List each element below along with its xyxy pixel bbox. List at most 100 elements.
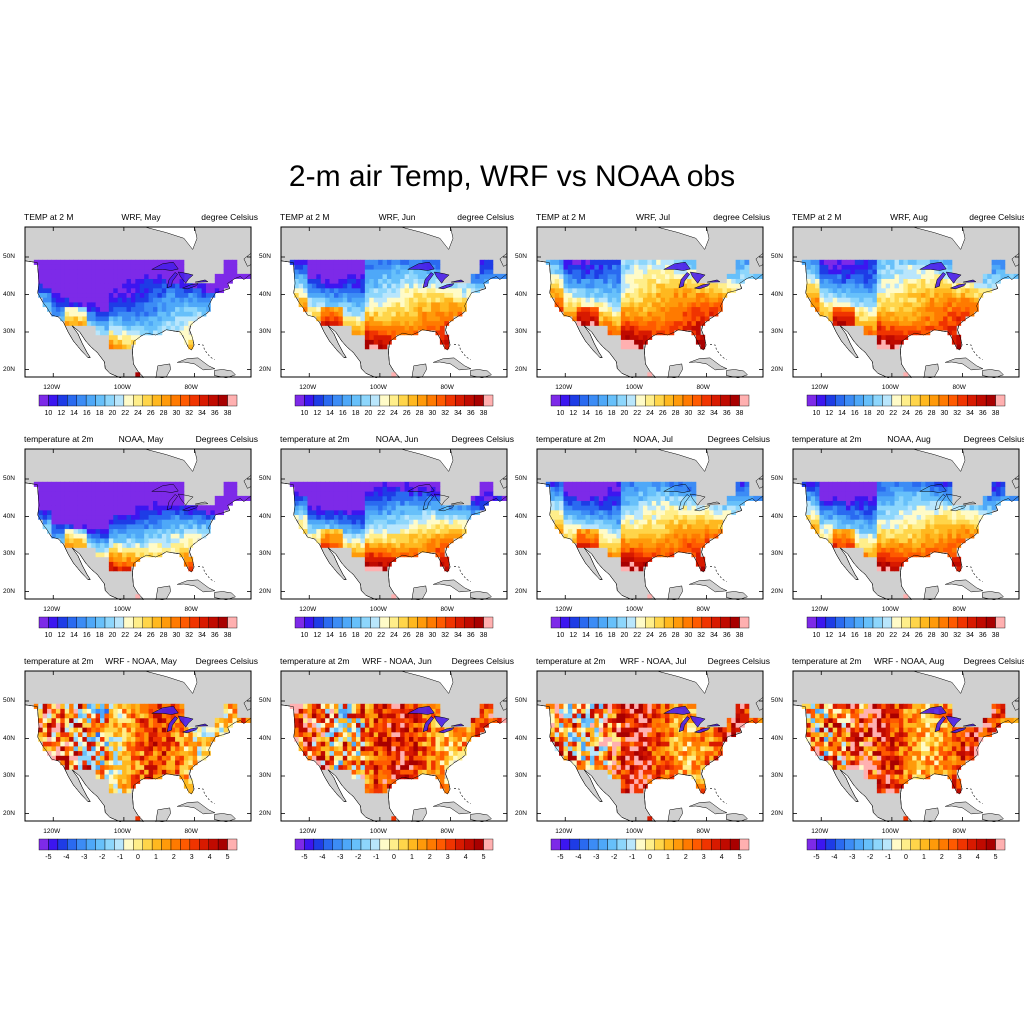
grid-cell: [42, 519, 48, 525]
grid-cell: [139, 302, 145, 308]
panel-title: NOAA, Jul: [633, 434, 673, 444]
grid-cell: [898, 505, 904, 511]
grid-cell: [117, 547, 123, 553]
grid-cell: [241, 273, 247, 279]
grid-cell: [461, 287, 467, 294]
grid-cell: [665, 330, 670, 336]
grid-cell: [391, 297, 397, 303]
grid-cell: [311, 500, 317, 506]
grid-cell: [885, 259, 891, 265]
grid-cell: [881, 287, 887, 294]
grid-cell: [197, 505, 202, 511]
grid-cell: [656, 542, 661, 548]
grid-cell: [850, 481, 856, 487]
grid-cell: [898, 278, 904, 284]
grid-cell: [409, 297, 414, 303]
lat-label: 30N: [259, 328, 271, 335]
grid-cell: [122, 481, 127, 487]
colorbar-swatch: [304, 394, 315, 407]
grid-cell: [117, 509, 123, 516]
grid-cell: [144, 269, 149, 275]
grid-cell: [404, 269, 410, 275]
grid-cell: [157, 278, 163, 284]
grid-cell: [422, 306, 428, 312]
grid-cell: [581, 533, 586, 539]
grid-cell: [426, 519, 432, 525]
grid-cell: [294, 505, 300, 511]
colorbar-label: 26: [402, 410, 411, 417]
lat-label: 50N: [259, 475, 271, 482]
grid-cell: [881, 528, 887, 534]
grid-cell: [356, 273, 361, 279]
grid-cell: [104, 509, 110, 516]
grid-cell: [673, 524, 679, 530]
grid-cell: [86, 486, 92, 492]
grid-cell: [634, 561, 639, 567]
grid-cell: [704, 514, 710, 520]
grid-cell: [382, 330, 388, 336]
grid-cell: [95, 259, 101, 265]
grid-cell: [135, 514, 141, 520]
grid-cell: [148, 495, 154, 501]
grid-cell: [642, 538, 648, 544]
grid-cell: [921, 292, 926, 298]
grid-cell: [567, 264, 573, 270]
grid-cell: [475, 283, 481, 289]
grid-cell: [307, 491, 313, 497]
grid-cell: [400, 519, 405, 525]
colorbar-label: 10: [44, 410, 53, 417]
grid-cell: [876, 505, 882, 511]
grid-cell: [144, 486, 149, 492]
grid-cell: [329, 278, 335, 284]
grid-cell: [338, 259, 344, 265]
grid-cell: [391, 528, 397, 534]
grid-cell: [598, 273, 604, 279]
grid-cell: [197, 302, 202, 308]
grid-cell: [651, 500, 657, 506]
grid-cell: [973, 287, 979, 294]
grid-cell: [426, 542, 432, 548]
grid-cell: [157, 273, 163, 279]
grid-cell: [51, 528, 57, 534]
grid-cell: [678, 302, 684, 308]
us-map: [792, 226, 1020, 378]
panel-variable-label: TEMP at 2 M: [280, 212, 330, 222]
grid-cell: [691, 325, 697, 331]
grid-cell: [378, 302, 383, 308]
grid-cell: [740, 486, 745, 492]
grid-cell: [854, 273, 860, 279]
grid-cell: [325, 500, 330, 506]
grid-cell: [320, 509, 326, 516]
grid-cell: [91, 320, 97, 326]
colorbar-swatch: [579, 394, 589, 407]
grid-cell: [108, 500, 114, 506]
grid-cell: [386, 486, 392, 492]
grid-cell: [603, 269, 609, 275]
grid-cell: [113, 509, 119, 516]
grid-cell: [898, 491, 904, 497]
grid-cell: [951, 306, 957, 312]
grid-cell: [77, 542, 83, 548]
grid-cell: [845, 509, 851, 516]
grid-cell: [294, 283, 300, 289]
grid-cell: [806, 278, 812, 284]
grid-cell: [876, 566, 882, 572]
grid-cell: [691, 509, 697, 516]
grid-cell: [629, 552, 635, 558]
grid-cell: [973, 292, 979, 298]
grid-cell: [457, 524, 463, 530]
grid-cell: [837, 505, 842, 511]
grid-cell: [413, 486, 419, 492]
grid-cell: [484, 495, 489, 501]
grid-cell: [868, 491, 873, 497]
grid-cell: [157, 292, 163, 298]
grid-cell: [907, 542, 913, 548]
grid-cell: [417, 533, 423, 539]
grid-cell: [364, 325, 370, 331]
grid-cell: [951, 302, 957, 308]
colorbar-label: 32: [697, 632, 706, 639]
grid-cell: [395, 552, 401, 558]
grid-cell: [823, 264, 829, 270]
grid-cell: [356, 486, 361, 492]
grid-cell: [828, 316, 834, 322]
